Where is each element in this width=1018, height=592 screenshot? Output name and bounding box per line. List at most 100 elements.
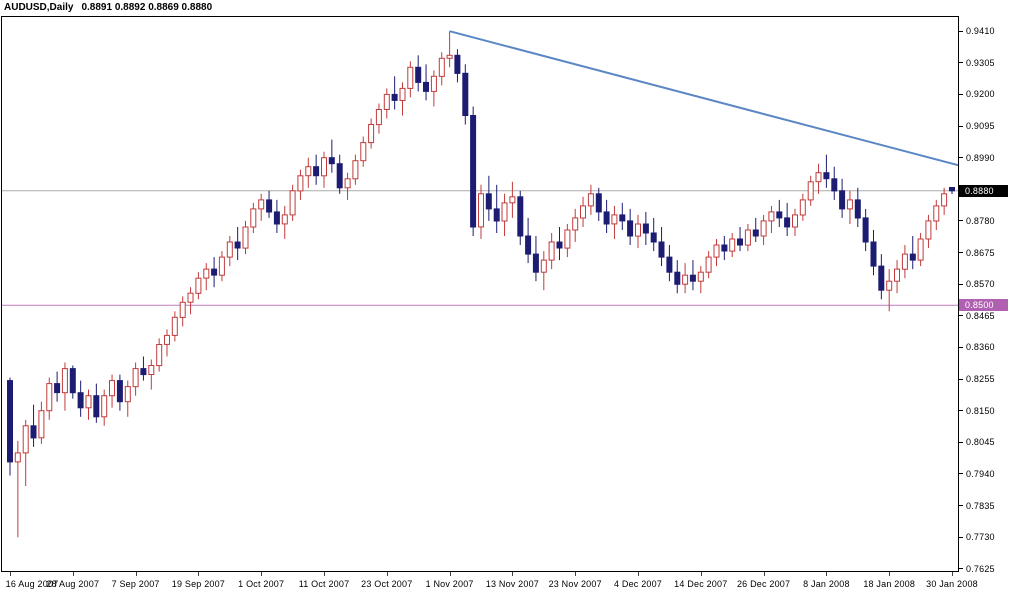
candle-body	[46, 383, 53, 412]
candle-body	[171, 316, 178, 336]
price-tick: 0.8780	[959, 215, 995, 227]
candle-body	[532, 253, 539, 273]
price-level-label: 0.8500	[959, 299, 1008, 312]
candle-body	[7, 380, 13, 463]
candle-body	[862, 217, 869, 243]
price-tick-label: 0.8045	[966, 437, 995, 448]
candlestick-canvas[interactable]	[2, 17, 958, 571]
candle-body	[391, 93, 398, 101]
time-tick-mark	[135, 572, 137, 576]
candle-body	[674, 271, 681, 285]
chart-plot-area[interactable]	[1, 16, 959, 572]
candle-body	[635, 223, 641, 237]
candle-body	[470, 115, 477, 228]
candle-body	[375, 109, 382, 126]
price-tick-label: 0.9095	[966, 121, 995, 132]
candle-body	[407, 66, 414, 89]
price-tick-label: 0.8465	[966, 310, 995, 321]
price-tick: 0.8675	[959, 247, 995, 259]
candle-body	[611, 214, 618, 225]
candle-body	[336, 163, 343, 189]
price-tick: 0.8990	[959, 152, 995, 164]
chart-info-line: AUDUSD,Daily 0.8891 0.8892 0.8869 0.8880	[4, 2, 212, 13]
price-tick-label: 0.9200	[966, 89, 995, 100]
price-tick-label: 0.7835	[966, 500, 995, 511]
price-tick-label: 0.8780	[966, 215, 995, 226]
price-tick-label: 0.8150	[966, 405, 995, 416]
candle-body	[737, 238, 743, 246]
candle-body	[226, 241, 233, 258]
time-tick-label: 1 Nov 2007	[425, 579, 474, 589]
candle-body	[580, 205, 586, 219]
time-tick-mark	[324, 572, 325, 576]
price-tick: 0.8360	[959, 341, 995, 353]
candle-body	[587, 193, 594, 207]
price-tick: 0.8570	[959, 278, 995, 290]
candle-body	[179, 301, 186, 318]
time-tick-mark	[638, 572, 639, 576]
candle-body	[61, 368, 68, 394]
candle-body	[124, 386, 131, 403]
price-tick: 0.7625	[959, 563, 995, 575]
candle-body	[438, 57, 445, 77]
time-tick-label: 11 Oct 2007	[298, 579, 350, 589]
candle-body	[878, 265, 885, 291]
time-tick-label: 4 Dec 2007	[613, 579, 663, 589]
time-tick-label: 13 Nov 2007	[485, 579, 540, 589]
candle-body	[399, 87, 406, 102]
ohlc-values: 0.8891 0.8892 0.8869 0.8880	[81, 2, 213, 13]
time-tick-label: 26 Dec 2007	[736, 579, 791, 589]
price-tick-label: 0.9305	[966, 57, 995, 68]
candle-body	[909, 253, 916, 261]
candle-body	[564, 229, 571, 249]
candle-body	[799, 199, 806, 216]
time-tick-mark	[449, 572, 451, 576]
candle-body	[894, 268, 900, 282]
candle-body	[548, 241, 555, 261]
price-tick: 0.8465	[959, 310, 995, 322]
candle-body	[328, 157, 335, 165]
candle-body	[462, 72, 469, 116]
candle-body	[305, 166, 312, 177]
candle-body	[846, 199, 853, 210]
candle-body	[768, 211, 775, 222]
price-tick: 0.8255	[959, 373, 995, 385]
candle-body	[234, 241, 241, 249]
candle-body	[423, 81, 429, 92]
candle-body	[627, 220, 634, 237]
descending-trendline[interactable]	[449, 30, 958, 167]
price-tick-mark	[959, 157, 963, 159]
price-tick-mark	[959, 473, 963, 475]
time-tick-mark	[512, 572, 514, 576]
candle-body	[203, 268, 210, 279]
price-tick-label: 0.7730	[966, 532, 995, 543]
candle-body	[517, 196, 524, 237]
time-tick-mark	[826, 572, 828, 576]
candle-body	[85, 395, 92, 409]
candle-body	[116, 380, 123, 403]
time-tick-label: 1 Oct 2007	[238, 579, 285, 589]
candle-body	[250, 208, 257, 228]
candle-body	[658, 241, 665, 258]
candle-body	[509, 196, 516, 204]
time-tick-label: 30 Jan 2008	[926, 579, 978, 589]
candle-body	[140, 368, 147, 376]
candle-body	[415, 66, 422, 83]
price-tick-mark	[959, 441, 963, 443]
candle-body	[478, 193, 484, 228]
candle-body	[697, 271, 704, 282]
candle-body	[901, 253, 908, 270]
price-tick-mark	[959, 62, 963, 64]
candle-body	[776, 211, 783, 219]
candle-body	[69, 368, 76, 394]
candle-body	[744, 229, 751, 246]
candle-body	[501, 202, 508, 222]
price-level-label: 0.8880	[959, 184, 1008, 197]
candle-body	[705, 256, 712, 273]
price-axis: 0.9410 0.9305 0.9200 0.9095 0.8990 0.8780 0.86…	[959, 17, 1018, 575]
candle-body	[289, 190, 296, 216]
candle-body	[729, 238, 736, 252]
candle-body	[792, 214, 798, 228]
price-tick: 0.7730	[959, 531, 995, 543]
